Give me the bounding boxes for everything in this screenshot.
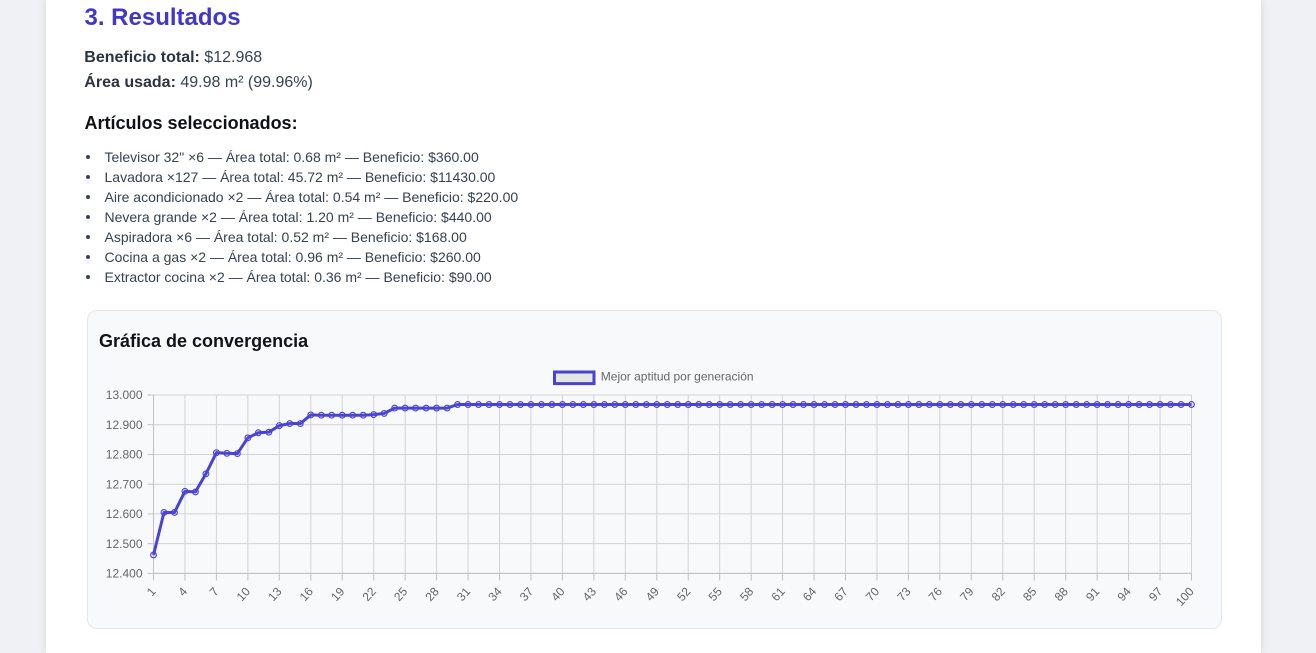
- svg-text:7: 7: [206, 584, 221, 599]
- svg-text:46: 46: [611, 584, 631, 604]
- svg-text:12.900: 12.900: [105, 418, 142, 432]
- svg-text:13: 13: [265, 584, 285, 604]
- svg-text:Mejor aptitud por generación: Mejor aptitud por generación: [600, 369, 753, 383]
- svg-text:58: 58: [737, 584, 757, 604]
- svg-text:1: 1: [143, 584, 158, 599]
- svg-text:100: 100: [1172, 584, 1196, 608]
- svg-text:4: 4: [175, 584, 190, 599]
- svg-text:10: 10: [233, 584, 253, 604]
- svg-text:49: 49: [642, 584, 662, 604]
- svg-text:40: 40: [548, 584, 568, 604]
- svg-text:61: 61: [768, 584, 788, 604]
- svg-text:31: 31: [453, 584, 473, 604]
- svg-text:55: 55: [705, 584, 725, 604]
- svg-text:25: 25: [391, 584, 411, 604]
- svg-text:12.400: 12.400: [105, 567, 142, 581]
- svg-text:12.500: 12.500: [105, 537, 142, 551]
- svg-text:91: 91: [1083, 584, 1103, 604]
- svg-text:12.800: 12.800: [105, 448, 142, 462]
- svg-text:12.700: 12.700: [105, 477, 142, 491]
- svg-text:67: 67: [831, 584, 851, 604]
- svg-text:28: 28: [422, 584, 442, 604]
- svg-text:97: 97: [1145, 584, 1165, 604]
- svg-text:52: 52: [674, 584, 694, 604]
- svg-text:94: 94: [1114, 584, 1134, 604]
- svg-text:79: 79: [957, 584, 977, 604]
- svg-text:70: 70: [862, 584, 882, 604]
- svg-text:22: 22: [359, 584, 379, 604]
- svg-text:64: 64: [799, 584, 819, 604]
- svg-text:37: 37: [516, 584, 536, 604]
- svg-text:82: 82: [988, 584, 1008, 604]
- svg-text:16: 16: [296, 584, 316, 604]
- svg-text:73: 73: [894, 584, 914, 604]
- svg-text:85: 85: [1020, 584, 1040, 604]
- svg-text:13.000: 13.000: [105, 388, 142, 402]
- svg-text:76: 76: [925, 584, 945, 604]
- svg-text:19: 19: [328, 584, 348, 604]
- svg-text:88: 88: [1051, 584, 1071, 604]
- svg-text:12.600: 12.600: [105, 507, 142, 521]
- svg-text:34: 34: [485, 584, 505, 604]
- svg-text:43: 43: [579, 584, 599, 604]
